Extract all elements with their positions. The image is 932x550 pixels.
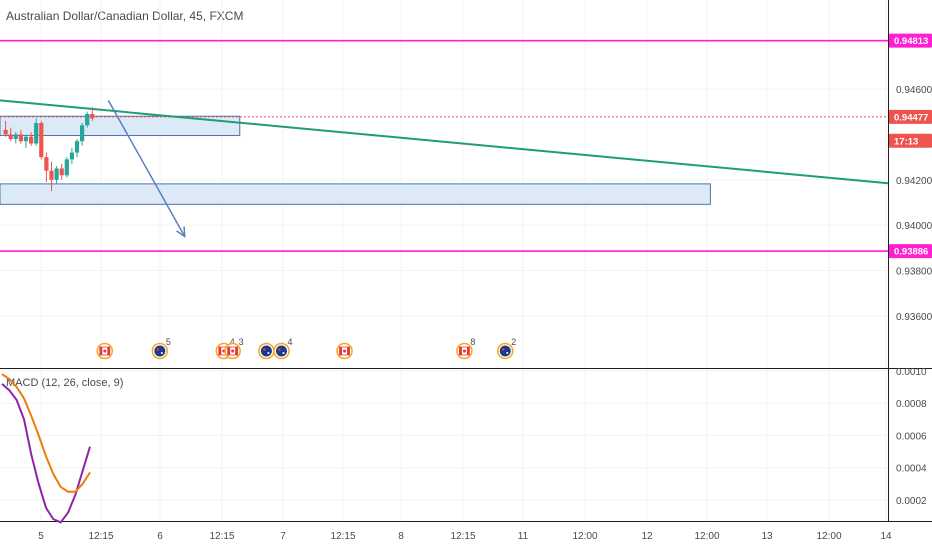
price-tag-box (889, 33, 932, 48)
candle-body (23, 136, 29, 142)
candle-body (74, 141, 80, 153)
time-tick-label: 12:00 (572, 531, 597, 542)
price-tag-box (889, 244, 932, 259)
macd-line (1, 383, 91, 524)
time-tick-label: 5 (38, 531, 44, 542)
price-tag-label: 0.94477 (894, 112, 928, 123)
macd-tick-label: 0.0006 (896, 431, 927, 442)
price-tick-label: 0.93800 (896, 267, 932, 278)
australia-event-icon (258, 342, 275, 360)
time-tick-label: 12 (641, 531, 653, 542)
time-tick-label: 12:15 (88, 531, 113, 542)
candle-body (90, 113, 95, 119)
time-tick-label: 14 (880, 531, 892, 542)
time-tick-label: 7 (280, 531, 286, 542)
candle-body (85, 113, 90, 126)
canada-event-icon (96, 342, 114, 360)
signal-line (1, 373, 91, 493)
time-tick-label: 8 (398, 531, 404, 542)
event-count: 5 (166, 337, 171, 347)
time-tick-label: 13 (761, 531, 773, 542)
event-count: 3 (239, 337, 244, 347)
macd-tick-label: 0.0010 (896, 367, 927, 378)
candle-body (8, 134, 13, 139)
candle-body (39, 123, 44, 158)
candle-body (29, 136, 34, 144)
projection-arrow-shaft (107, 99, 186, 237)
australia-event-icon: 5 (151, 337, 171, 360)
time-tick-label: 12:00 (816, 531, 841, 542)
candle-body (49, 170, 54, 180)
macd-tick-label: 0.0004 (896, 464, 927, 475)
event-count: 2 (511, 337, 516, 347)
price-tag-box (889, 133, 932, 148)
canada-event-icon (336, 342, 353, 360)
price-tick-label: 0.94600 (896, 85, 932, 96)
event-count: 4 (230, 337, 235, 347)
candle-body (34, 123, 39, 144)
macd-tick-label: 0.0008 (896, 399, 927, 410)
price-tag-label: 0.94813 (894, 36, 928, 47)
time-tick-label: 12:15 (450, 531, 475, 542)
price-tick-label: 0.93600 (896, 312, 932, 323)
price-tag-label: 17:13 (894, 136, 918, 147)
candle-body (69, 152, 74, 160)
price-tag-box (889, 109, 932, 124)
candle-body (44, 157, 49, 171)
candle-body (3, 129, 8, 135)
australia-event-icon: 4 (273, 337, 293, 360)
projection-arrow-head (176, 226, 186, 239)
event-count: 8 (470, 337, 475, 347)
chart-title: Australian Dollar/Canadian Dollar, 45, F… (6, 9, 244, 23)
time-tick-label: 12:15 (330, 531, 355, 542)
candle-body (13, 134, 18, 139)
australia-event-icon: 2 (497, 337, 516, 360)
macd-tick-label: 0.0002 (896, 496, 927, 507)
time-tick-label: 12:00 (694, 531, 719, 542)
time-tick-label: 12:15 (209, 531, 234, 542)
price-tick-label: 0.94000 (896, 221, 932, 232)
candle-body (80, 125, 85, 142)
event-count: 4 (287, 337, 292, 347)
canada-event-icon: 8 (456, 337, 475, 360)
canada-event-icon: 3 (224, 337, 244, 360)
zone-rect (0, 115, 241, 137)
candle-body (64, 159, 69, 176)
time-tick-label: 6 (157, 531, 163, 542)
candle-body (59, 168, 64, 176)
candle-body (18, 134, 23, 142)
time-tick-label: 11 (518, 531, 529, 542)
zone-rect (0, 183, 711, 205)
candle-body (54, 168, 59, 180)
trendline (0, 99, 889, 185)
macd-label: MACD (12, 26, close, 9) (6, 377, 124, 389)
price-tick-label: 0.94200 (896, 176, 932, 187)
price-tag-label: 0.93886 (894, 247, 928, 258)
